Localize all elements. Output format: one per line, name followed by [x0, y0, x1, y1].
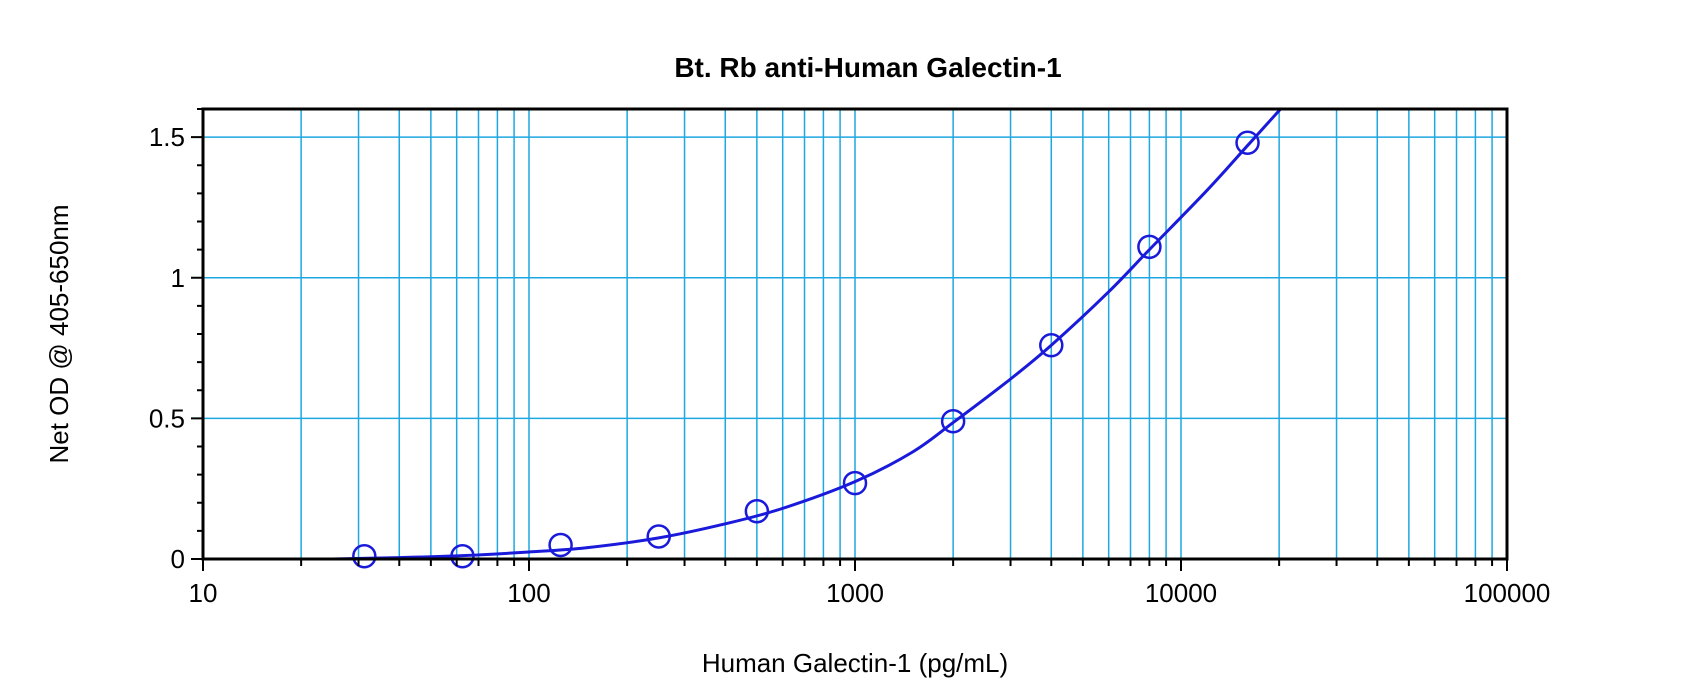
- y-tick-label: 0.5: [149, 403, 185, 433]
- grid-lines: [203, 109, 1507, 559]
- axis-ticks: [191, 108, 1508, 571]
- data-point: [352, 543, 377, 569]
- x-tick-label: 100000: [1464, 578, 1551, 608]
- fit-curve-layer: [332, 107, 1282, 561]
- y-tick-label: 0: [171, 544, 185, 574]
- data-point: [1039, 333, 1064, 358]
- data-points: [352, 130, 1260, 569]
- data-point: [646, 524, 671, 549]
- x-tick-label: 100: [507, 578, 550, 608]
- data-point: [548, 532, 573, 558]
- y-tick-label: 1: [171, 263, 185, 293]
- x-tick-label: 10000: [1145, 578, 1217, 608]
- data-point: [1137, 234, 1162, 260]
- data-point: [842, 470, 868, 496]
- chart-title: Bt. Rb anti-Human Galectin-1: [674, 52, 1061, 83]
- y-axis-label: Net OD @ 405-650nm: [44, 204, 74, 463]
- y-tick-label: 1.5: [149, 122, 185, 152]
- fit-curve: [332, 107, 1282, 561]
- data-point: [744, 498, 770, 524]
- x-axis-label: Human Galectin-1 (pg/mL): [702, 648, 1008, 678]
- x-tick-label: 10: [189, 578, 218, 608]
- data-point: [450, 543, 475, 569]
- y-axis-tick-labels: 0 0.5 1 1.5: [149, 122, 185, 574]
- data-point: [1235, 130, 1260, 155]
- x-axis-tick-labels: 10 100 1000 10000 100000: [189, 578, 1551, 608]
- x-tick-label: 1000: [826, 578, 884, 608]
- data-point: [940, 408, 966, 434]
